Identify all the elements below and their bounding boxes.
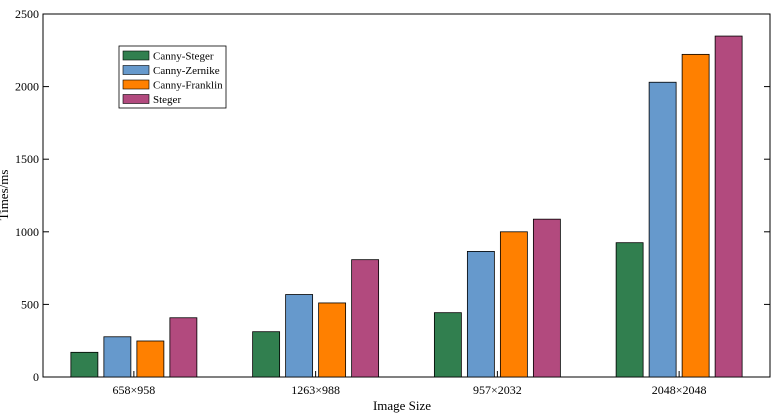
bar-steger-4: [714, 35, 743, 378]
bar-canny-franklin-2: [318, 302, 347, 378]
legend-swatch: [122, 79, 150, 90]
bar-canny-steger-2: [252, 331, 281, 378]
bar-canny-zernike-2: [285, 294, 314, 378]
legend-label: Canny-Zernike: [153, 65, 220, 77]
bar-canny-steger-1: [70, 351, 99, 378]
bar-canny-steger-4: [615, 242, 644, 378]
bar-steger-3: [532, 218, 561, 378]
plot-border: [42, 13, 771, 378]
legend-swatch: [122, 50, 150, 61]
y-tick-label: 500: [21, 297, 39, 311]
y-tick-label: 1000: [15, 225, 39, 239]
bar-canny-zernike-3: [466, 251, 495, 378]
x-tick-label: 658×958: [112, 383, 155, 397]
y-axis: 0 500 1000 1500 2000 2500: [15, 7, 770, 384]
x-tick-label: 1263×988: [291, 383, 340, 397]
legend-swatch: [122, 65, 150, 75]
legend: Canny-Steger Canny-Zernike Canny-Franklin S…: [118, 45, 227, 109]
y-tick-label: 1500: [15, 152, 39, 166]
bar-group: [70, 35, 743, 378]
legend-label: Steger: [153, 94, 181, 106]
plot-area: [42, 13, 771, 378]
y-tick-label: 0: [33, 370, 39, 384]
x-axis: 658×958 1263×988 957×2032 2048×2048: [112, 371, 707, 397]
legend-label: Canny-Steger: [153, 51, 214, 63]
y-axis-title: Times/ms: [0, 170, 11, 221]
legend-label: Canny-Franklin: [153, 80, 223, 92]
legend-swatch: [122, 94, 150, 104]
x-tick-label: 2048×2048: [652, 383, 707, 397]
bar-canny-franklin-4: [681, 53, 710, 378]
bar-canny-franklin-1: [136, 340, 165, 378]
bar-canny-zernike-1: [103, 336, 132, 378]
bar-canny-steger-3: [433, 312, 462, 378]
y-tick-label: 2500: [15, 7, 39, 21]
bar-steger-1: [169, 317, 198, 378]
bar-canny-franklin-3: [499, 231, 528, 378]
x-axis-title: Image Size: [373, 398, 431, 413]
bar-steger-2: [351, 259, 380, 378]
bar-canny-zernike-4: [648, 81, 677, 378]
x-tick-label: 957×2032: [473, 383, 522, 397]
y-tick-label: 2000: [15, 80, 39, 94]
